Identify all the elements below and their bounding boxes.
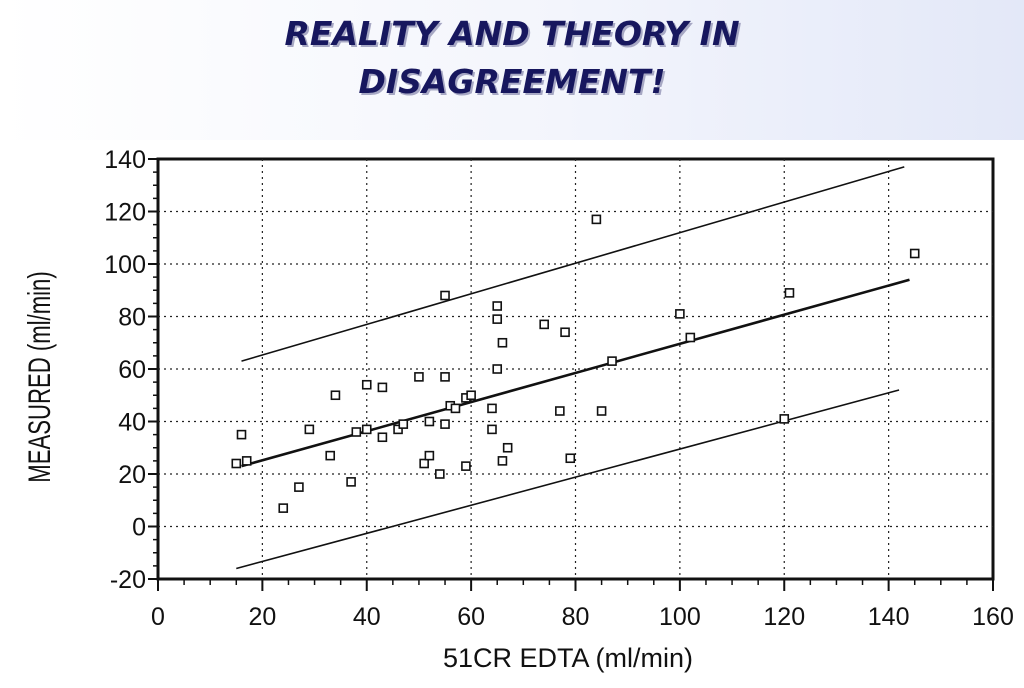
data-point xyxy=(231,458,242,469)
data-point xyxy=(377,382,388,393)
chart-labels: 0 20 40 60 80 100 120 140 160-200204060801001201… xyxy=(104,146,1014,631)
data-point xyxy=(424,416,435,427)
data-point xyxy=(539,319,549,330)
slide-title-line-2: DISAGREEMENT! xyxy=(358,62,666,101)
x-tick-label: 80 xyxy=(562,603,590,631)
y-tick-label: 0 xyxy=(132,514,146,542)
y-tick-label: 40 xyxy=(118,409,146,437)
data-point xyxy=(435,469,445,479)
x-tick-label: 20 xyxy=(248,603,276,631)
data-point xyxy=(414,372,424,382)
chart-points xyxy=(231,214,920,513)
data-point xyxy=(278,503,289,513)
x-tick-label: 0 xyxy=(151,603,165,631)
data-point xyxy=(330,390,341,401)
data-point xyxy=(497,337,508,348)
data-point xyxy=(377,432,388,443)
data-point xyxy=(361,379,372,390)
title-band xyxy=(0,0,1024,140)
data-point xyxy=(492,364,503,374)
y-tick-label: -20 xyxy=(110,566,146,594)
chart-ticks xyxy=(148,158,994,591)
x-tick-label: 140 xyxy=(868,603,910,631)
data-point xyxy=(596,406,607,416)
y-tick-label: 20 xyxy=(118,461,146,489)
data-point xyxy=(784,288,795,298)
y-tick-label: 140 xyxy=(104,146,146,174)
data-point xyxy=(241,456,252,466)
slide-title: REALITY AND THEORY IN DISAGREEMENT! xyxy=(212,10,812,106)
data-point xyxy=(607,356,617,366)
data-point xyxy=(555,406,565,416)
data-point xyxy=(487,403,497,414)
data-point xyxy=(424,450,435,461)
data-point xyxy=(461,461,471,471)
data-point xyxy=(393,424,403,435)
x-tick-label: 100 xyxy=(659,603,701,631)
data-point xyxy=(492,314,503,324)
x-tick-label: 60 xyxy=(457,603,485,631)
data-point xyxy=(685,332,696,343)
regression-line xyxy=(241,278,910,468)
data-point xyxy=(351,427,362,437)
data-point xyxy=(304,424,315,435)
data-point xyxy=(565,453,576,464)
x-tick-label: 160 xyxy=(972,603,1014,631)
data-point xyxy=(294,482,304,492)
data-point xyxy=(560,327,570,338)
x-tick-label: 120 xyxy=(763,603,805,631)
y-axis-title: MEASURED (ml/min) xyxy=(21,271,57,482)
data-point xyxy=(497,456,508,466)
y-tick-label: 100 xyxy=(104,251,146,279)
x-axis-title: 51CR EDTA (ml/min) xyxy=(443,643,693,673)
data-point xyxy=(325,450,336,461)
scatter-chart: 0 20 40 60 80 100 120 140 160-200204060801001201… xyxy=(21,146,1014,673)
data-point xyxy=(450,403,461,414)
data-point xyxy=(502,442,513,453)
data-point xyxy=(779,414,790,424)
data-point xyxy=(440,419,450,429)
chart-lines xyxy=(236,166,910,570)
data-point xyxy=(398,419,409,429)
data-point xyxy=(487,424,497,435)
x-tick-label: 40 xyxy=(353,603,381,631)
y-tick-label: 80 xyxy=(118,304,146,332)
data-point xyxy=(591,214,602,225)
data-point xyxy=(492,301,503,311)
slide-title-line-1: REALITY AND THEORY IN xyxy=(284,14,740,53)
lower-limit-line xyxy=(236,389,900,570)
data-point xyxy=(440,372,450,382)
data-point xyxy=(909,248,920,259)
y-tick-label: 120 xyxy=(104,199,146,227)
data-point xyxy=(346,477,356,487)
data-point xyxy=(236,429,247,440)
data-point xyxy=(361,424,372,435)
data-point xyxy=(419,458,429,469)
chart-grid xyxy=(158,159,993,579)
upper-limit-line xyxy=(241,166,905,362)
data-point xyxy=(675,309,685,319)
y-tick-label: 60 xyxy=(118,356,146,384)
data-point xyxy=(440,290,450,301)
data-point xyxy=(466,390,476,401)
